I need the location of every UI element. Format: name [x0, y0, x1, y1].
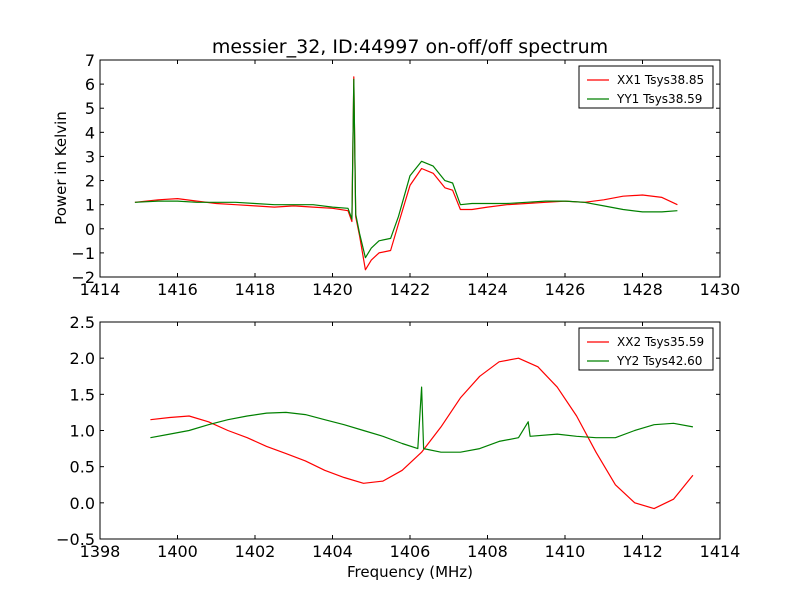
top-legend: XX1 Tsys38.85 YY1 Tsys38.59 [578, 65, 714, 109]
bottom-ytick-label: 2.5 [70, 313, 95, 332]
bottom-xtick-label: 1410 [545, 542, 586, 561]
top-chart: 1414 1416 1418 1420 1422 1424 1426 1428 1430−2−1… [71, 51, 740, 299]
top-legend-box [578, 65, 714, 109]
top-series-line-1 [134, 78, 678, 259]
top-ytick-label: 6 [85, 75, 95, 94]
bottom-xtick-label: 1412 [622, 542, 663, 561]
bottom-chart-xlabel: Frequency (MHz) [347, 563, 473, 581]
bottom-ytick-label: 0.0 [70, 494, 95, 513]
top-ytick-label: 7 [85, 51, 95, 70]
top-ytick-label: 4 [85, 123, 95, 142]
top-ytick-label: 1 [85, 196, 95, 215]
bottom-legend-label-1: YY2 Tsys42.60 [616, 354, 702, 368]
bottom-ytick-label: 0.5 [70, 458, 95, 477]
top-xtick-label: 1422 [390, 280, 431, 299]
top-xtick-label: 1416 [157, 280, 198, 299]
bottom-xtick-label: 1400 [157, 542, 198, 561]
top-xtick-label: 1426 [545, 280, 586, 299]
bottom-xtick-label: 1404 [312, 542, 353, 561]
top-legend-label-1: YY1 Tsys38.59 [616, 92, 702, 106]
top-chart-ylabel: Power in Kelvin [52, 111, 70, 225]
bottom-xtick-label: 1408 [467, 542, 508, 561]
top-xtick-label: 1420 [312, 280, 353, 299]
bottom-legend-box [578, 327, 714, 371]
top-xtick-label: 1428 [622, 280, 663, 299]
top-ytick-label: 3 [85, 147, 95, 166]
top-xtick-label: 1430 [700, 280, 741, 299]
bottom-legend-label-0: XX2 Tsys35.59 [617, 335, 704, 349]
top-xtick-label: 1414 [80, 280, 121, 299]
top-xtick-label: 1418 [235, 280, 276, 299]
bottom-series-line-1 [150, 386, 694, 453]
bottom-xtick-label: 1402 [235, 542, 276, 561]
bottom-xtick-label: 1414 [700, 542, 741, 561]
bottom-chart: 1398 1400 1402 1404 1406 1408 1410 1412 1414 −0.5… [56, 313, 740, 561]
top-ytick-label: 0 [85, 220, 95, 239]
bottom-xtick-label: 1406 [390, 542, 431, 561]
bottom-legend: XX2 Tsys35.59 YY2 Tsys42.60 [578, 327, 714, 371]
top-legend-label-0: XX1 Tsys38.85 [617, 73, 704, 87]
top-chart-title: messier_32, ID:44997 on-off/off spectrum [212, 36, 608, 58]
top-xtick-label: 1424 [467, 280, 508, 299]
top-ytick-label: 5 [85, 99, 95, 118]
top-ytick-label: −2 [71, 268, 95, 287]
bottom-ytick-label: 1.5 [70, 385, 95, 404]
top-ytick-label: −1 [71, 244, 95, 263]
bottom-series-line-0 [150, 357, 694, 510]
bottom-ytick-label: −0.5 [56, 530, 95, 549]
bottom-xtick-label: 1398 [80, 542, 121, 561]
bottom-ytick-label: 2.0 [70, 349, 95, 368]
top-ytick-label: 2 [85, 172, 95, 191]
bottom-ytick-label: 1.0 [70, 422, 95, 441]
